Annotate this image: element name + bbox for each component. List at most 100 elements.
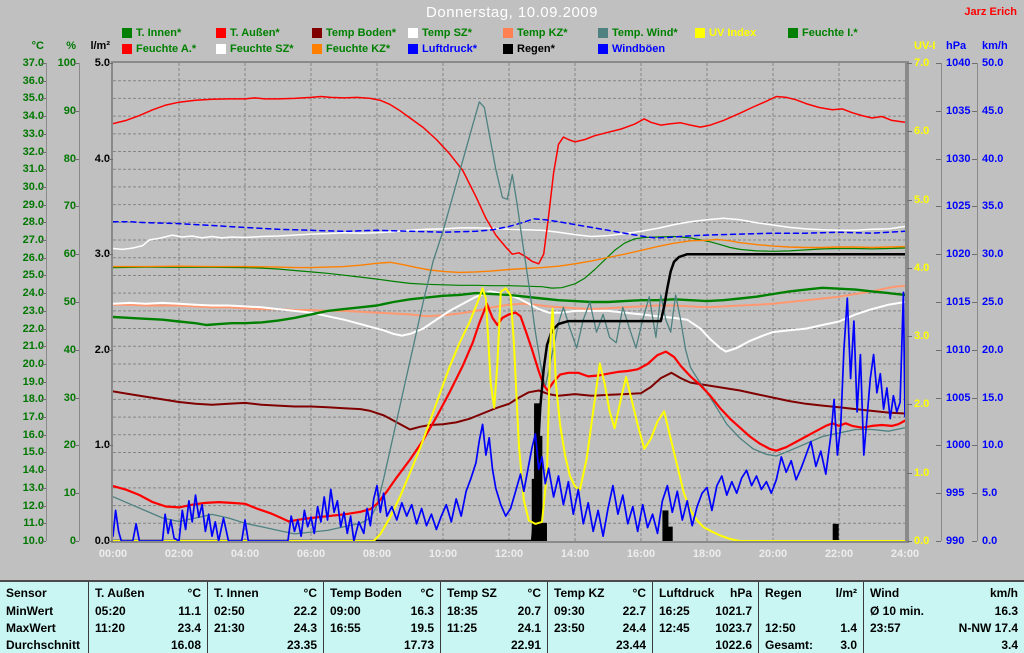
- axis-tick-mark: [74, 493, 79, 494]
- axis-tick-mark: [936, 254, 941, 255]
- axis-tick-mark: [907, 63, 912, 64]
- series-Feuchte SZ: [113, 217, 905, 251]
- axis-tick-mark: [41, 488, 46, 489]
- axis-tick-mark: [972, 445, 977, 446]
- x-tick-label: 00:00: [98, 548, 128, 560]
- legend-swatch-icon: [408, 44, 418, 54]
- axis-tick-mark: [41, 134, 46, 135]
- axis-tick-mark: [74, 350, 79, 351]
- axis-tick-label: 11.0: [23, 517, 44, 530]
- axis-tick-label: 50: [63, 296, 76, 308]
- legend-swatch-icon: [216, 28, 226, 38]
- axis-tick-mark: [907, 473, 912, 474]
- axis-tick-mark: [972, 302, 977, 303]
- legend-label: Feuchte A.*: [136, 43, 197, 55]
- axis-tick-mark: [41, 523, 46, 524]
- axis-tick-label: 23.0: [22, 304, 44, 317]
- series-Feuchte I.: [113, 235, 905, 289]
- legend-swatch-icon: [312, 44, 322, 54]
- table-cell: 22.91: [510, 637, 541, 652]
- axis-tick-label: 35.0: [982, 200, 1004, 213]
- legend-label: Temp SZ*: [422, 27, 472, 39]
- legend-label: Feuchte KZ*: [326, 43, 391, 55]
- axis-tick-mark: [74, 398, 79, 399]
- rain-bar: [666, 526, 673, 541]
- series-Luftdruck: [113, 218, 905, 239]
- axis-line-hpa: [941, 63, 942, 541]
- axis-tick-mark: [41, 417, 46, 418]
- legend-item: Temp KZ*: [503, 27, 568, 39]
- legend-label: T. Innen*: [136, 27, 182, 39]
- axis-tick-label: 80: [63, 152, 76, 165]
- axis-tick-label: 14.0: [22, 464, 44, 477]
- legend-label: T. Außen*: [230, 27, 280, 39]
- legend-label: UV Index: [709, 27, 757, 39]
- axis-tick-label: 10: [63, 487, 76, 500]
- axis-tick-label: 1030: [946, 152, 971, 165]
- axis-tick-label: 28.0: [22, 216, 44, 229]
- legend-label: Temp. Wind*: [612, 27, 678, 39]
- table-header-cell: Temp Boden °C: [330, 586, 434, 600]
- axis-tick-mark: [41, 205, 46, 206]
- axis-tick-mark: [41, 329, 46, 330]
- table-header-cell: Temp KZ °C: [554, 586, 646, 600]
- axis-tick-label: 4.0: [914, 261, 930, 274]
- axis-tick-label: 3.0: [914, 330, 930, 343]
- axis-tick-label: 30.0: [982, 248, 1004, 261]
- axis-tick-label: 0.0: [982, 535, 998, 547]
- legend-swatch-icon: [122, 28, 132, 38]
- axis-tick-mark: [41, 81, 46, 82]
- axis-tick-mark: [41, 240, 46, 241]
- legend-item: Temp SZ*: [408, 27, 472, 39]
- rain-bar: [540, 522, 547, 541]
- table-cell: MaxWert: [6, 620, 56, 635]
- legend-label: Temp KZ*: [517, 27, 568, 39]
- axis-tick-mark: [41, 506, 46, 507]
- table-cell: Gesamt: 3.0: [765, 637, 857, 652]
- x-tick-label: 04:00: [230, 548, 260, 560]
- axis-line-pct: [79, 63, 80, 541]
- axis-tick-mark: [41, 275, 46, 276]
- axis-tick-label: 2.0: [914, 398, 930, 411]
- table-header-cell: Temp SZ °C: [447, 586, 541, 600]
- legend-item: Regen*: [503, 43, 555, 55]
- axis-tick-label: 27.0: [22, 234, 44, 247]
- table-cell: 09:30 22.7: [554, 603, 646, 618]
- legend-item: UV Index: [695, 27, 756, 39]
- table-cell: 23.44: [615, 637, 646, 652]
- x-tick-label: 24:00: [890, 548, 920, 560]
- axis-tick-label: 30.0: [22, 180, 44, 193]
- axis-tick-label: 7.0: [914, 57, 930, 69]
- table-header-cell: Sensor: [6, 586, 47, 600]
- table-column: Temp Boden °C 09:00 16.3 16:55 19.5 17.73: [323, 582, 440, 653]
- axis-tick-label: 1.0: [94, 439, 110, 452]
- axis-tick-label: 60: [63, 248, 76, 261]
- series-Regen: [113, 252, 905, 541]
- axis-tick-label: 50.0: [982, 57, 1004, 69]
- series-UV Index: [113, 287, 905, 541]
- rain-bar: [832, 523, 839, 541]
- axis-tick-label: 40: [63, 343, 76, 356]
- rain-bar: [662, 510, 669, 541]
- axis-tick-mark: [907, 336, 912, 337]
- axis-tick-label: 1000: [946, 439, 971, 452]
- axis-tick-label: 22.0: [22, 322, 44, 335]
- axis-tick-mark: [41, 258, 46, 259]
- axis-tick-label: 16.0: [22, 428, 44, 441]
- x-tick-label: 14:00: [560, 548, 590, 560]
- axis-tick-label: 1035: [946, 104, 971, 117]
- legend-item: Feuchte SZ*: [216, 43, 294, 55]
- axis-tick-mark: [41, 452, 46, 453]
- axis-tick-mark: [74, 541, 79, 542]
- axis-title-hpa: hPa: [946, 40, 967, 52]
- axis-tick-mark: [41, 346, 46, 347]
- series-Temp KZ: [113, 285, 905, 318]
- axis-tick-label: 45.0: [982, 104, 1004, 117]
- axis-tick-label: 12.0: [22, 499, 44, 512]
- axis-tick-mark: [108, 445, 113, 446]
- axis-tick-mark: [936, 493, 941, 494]
- axis-tick-mark: [972, 206, 977, 207]
- table-column: Temp SZ °C 18:35 20.7 11:25 24.1 22.91: [440, 582, 547, 653]
- axis-tick-label: 1025: [946, 200, 971, 213]
- x-tick-label: 08:00: [362, 548, 392, 560]
